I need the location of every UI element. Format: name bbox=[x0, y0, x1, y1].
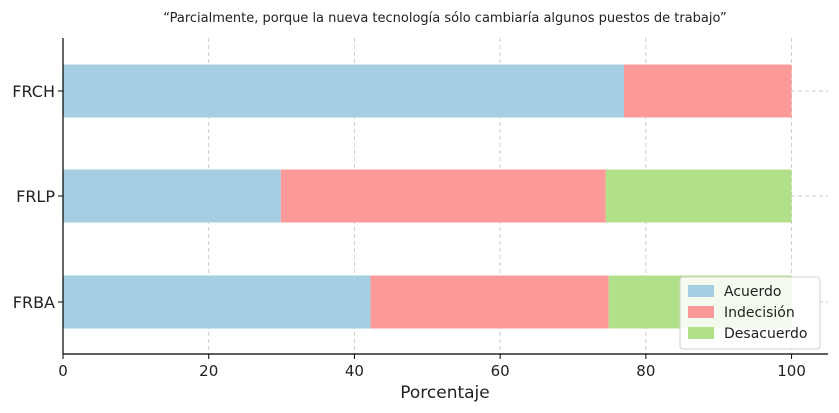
bar-frba-acuerdo bbox=[63, 275, 371, 329]
axes bbox=[58, 38, 828, 359]
y-tick-label: FRCH bbox=[12, 82, 55, 101]
x-tick-label: 60 bbox=[491, 362, 510, 380]
bar-frlp-indecisión bbox=[280, 169, 606, 223]
x-tick-label: 80 bbox=[636, 362, 655, 380]
bar-frlp-desacuerdo bbox=[605, 169, 792, 223]
legend-box bbox=[679, 276, 821, 350]
x-tick-label: 100 bbox=[777, 362, 806, 380]
legend-swatch-indecisión bbox=[688, 306, 714, 318]
legend-swatch-desacuerdo bbox=[688, 327, 714, 339]
chart-title: “Parcialmente, porque la nueva tecnologí… bbox=[163, 11, 726, 26]
legend-label-acuerdo: Acuerdo bbox=[724, 284, 781, 300]
legend-label-desacuerdo: Desacuerdo bbox=[724, 326, 807, 342]
tick-labels: 0 20 40 60 80 100 FRCH FRLP FRBA bbox=[12, 82, 806, 380]
bar-frch-indecisión bbox=[624, 64, 792, 118]
y-tick-label: FRLP bbox=[16, 187, 55, 206]
x-tick-label: 0 bbox=[58, 362, 68, 380]
legend-swatch-acuerdo bbox=[688, 285, 714, 297]
bar-frlp-acuerdo bbox=[63, 169, 281, 223]
legend: Acuerdo Indecisión Desacuerdo bbox=[679, 276, 821, 350]
bar-frch-acuerdo bbox=[63, 64, 624, 118]
y-tick-label: FRBA bbox=[13, 293, 55, 312]
bar-frba-indecisión bbox=[370, 275, 609, 329]
x-tick-label: 40 bbox=[345, 362, 364, 380]
legend-label-indecisión: Indecisión bbox=[724, 305, 795, 321]
x-axis-label: Porcentaje bbox=[400, 383, 490, 403]
x-tick-label: 20 bbox=[199, 362, 218, 380]
